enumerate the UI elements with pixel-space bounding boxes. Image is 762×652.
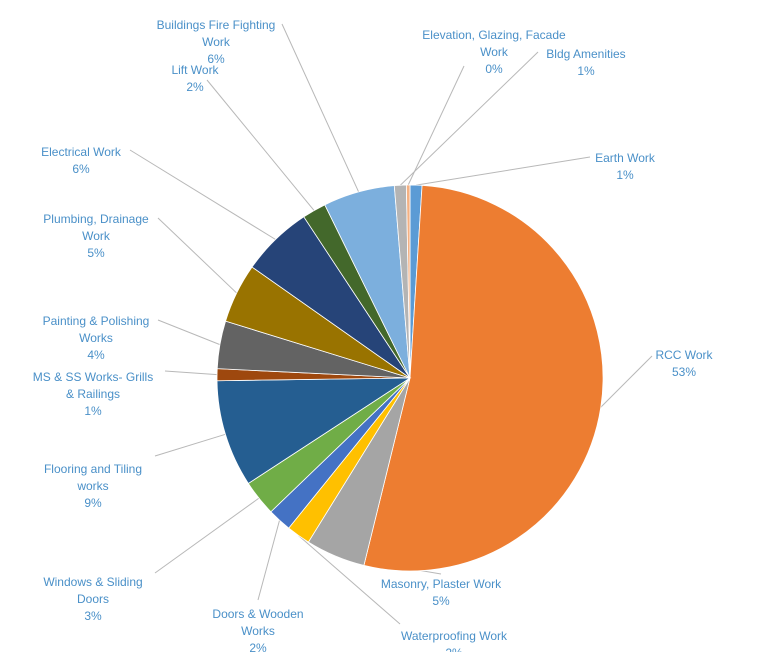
- data-label-percent: 1%: [616, 168, 634, 182]
- data-label-category: Work: [202, 35, 231, 49]
- data-label-category: Earth Work: [595, 151, 656, 165]
- data-label: Doors & Wooden Works 2%: [212, 607, 303, 652]
- data-label-percent: 3%: [84, 609, 102, 623]
- data-label-category: Flooring and Tiling: [44, 462, 142, 476]
- data-label-percent: 0%: [485, 62, 503, 76]
- data-label-category: Waterproofing Work: [401, 629, 508, 643]
- data-label: Flooring and Tiling works 9%: [44, 462, 142, 510]
- leader-line: [164, 370, 218, 376]
- data-label-category: Painting & Polishing: [43, 314, 150, 328]
- data-label-percent: 2%: [445, 646, 463, 652]
- data-label-percent: 9%: [84, 496, 102, 510]
- data-label: Waterproofing Work 2%: [401, 629, 508, 652]
- data-label: RCC Work 53%: [655, 348, 713, 379]
- data-label-percent: 6%: [72, 162, 90, 176]
- data-label-category: Works: [241, 624, 275, 638]
- data-label: Painting & Polishing Works 4%: [43, 314, 150, 362]
- data-label-category: Work: [480, 45, 509, 59]
- data-label-category: Doors & Wooden: [212, 607, 303, 621]
- leader-lines: [129, 23, 653, 625]
- leader-line: [129, 149, 276, 240]
- data-label-percent: 4%: [87, 348, 105, 362]
- pie-slice: [405, 184, 411, 379]
- data-label-category: Work: [82, 229, 111, 243]
- leader-line: [281, 23, 360, 193]
- data-label: Lift Work 2%: [171, 63, 219, 94]
- leader-line: [600, 355, 653, 408]
- pie-slice: [216, 377, 412, 484]
- data-label-category: Lift Work: [171, 63, 219, 77]
- data-label-percent: 1%: [577, 64, 595, 78]
- data-label-percent: 2%: [186, 80, 204, 94]
- data-label-percent: 2%: [249, 641, 267, 652]
- leader-line: [415, 156, 591, 186]
- data-label: Windows & Sliding Doors 3%: [43, 575, 142, 623]
- data-label-category: Bldg Amenities: [546, 47, 625, 61]
- leader-line: [257, 520, 281, 601]
- data-label-category: MS & SS Works- Grills: [33, 370, 153, 384]
- data-label-percent: 1%: [84, 404, 102, 418]
- data-label: Buildings Fire Fighting Work 6%: [157, 18, 276, 66]
- leader-line: [157, 319, 221, 346]
- data-label-category: Buildings Fire Fighting: [157, 18, 276, 32]
- data-label: Elevation, Glazing, Facade Work 0%: [422, 28, 566, 76]
- data-label-category: Doors: [77, 592, 109, 606]
- leader-line: [154, 497, 260, 574]
- data-label-percent: 6%: [207, 52, 225, 66]
- data-label-category: & Railings: [66, 387, 120, 401]
- data-label: Electrical Work 6%: [41, 145, 122, 176]
- data-label: MS & SS Works- Grills & Railings 1%: [33, 370, 153, 418]
- leader-line: [399, 51, 539, 186]
- data-label-percent: 53%: [672, 365, 696, 379]
- data-label-category: Electrical Work: [41, 145, 122, 159]
- data-label: Plumbing, Drainage Work 5%: [43, 212, 149, 260]
- data-label-category: Plumbing, Drainage: [43, 212, 149, 226]
- leader-line: [154, 433, 226, 457]
- data-label-category: Windows & Sliding: [43, 575, 142, 589]
- data-label: Bldg Amenities 1%: [546, 47, 625, 78]
- data-label-category: Works: [79, 331, 113, 345]
- leader-line: [157, 217, 238, 294]
- pie-slices: [216, 184, 604, 572]
- data-label: Earth Work 1%: [595, 151, 656, 182]
- pie-slice: [363, 184, 604, 572]
- data-label-percent: 5%: [432, 594, 450, 608]
- data-label-category: Elevation, Glazing, Facade: [422, 28, 566, 42]
- data-label-category: Masonry, Plaster Work: [381, 577, 502, 591]
- data-label-percent: 5%: [87, 246, 105, 260]
- data-labels: Earth Work 1% RCC Work 53% Masonry, Plaster …: [33, 18, 714, 652]
- leader-line: [206, 79, 315, 211]
- data-label-category: works: [76, 479, 108, 493]
- leader-line: [298, 535, 401, 625]
- data-label: Masonry, Plaster Work 5%: [381, 577, 502, 608]
- data-label-category: RCC Work: [655, 348, 713, 362]
- leader-line: [407, 65, 465, 186]
